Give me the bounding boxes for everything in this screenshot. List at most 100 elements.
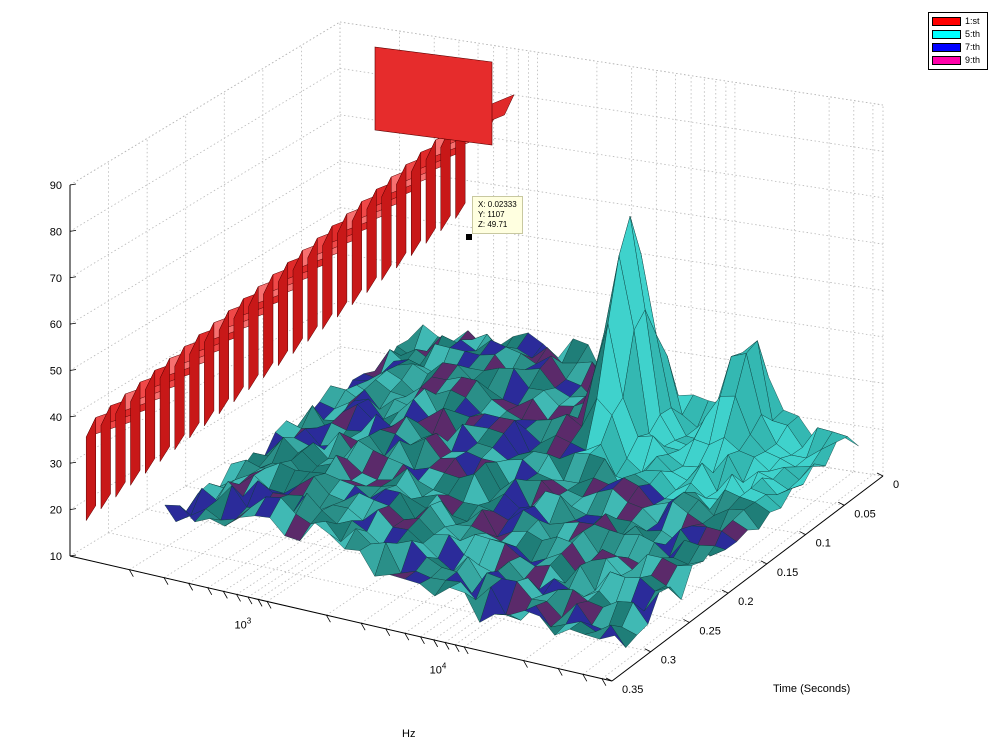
z-tick-mark [69, 554, 77, 557]
surface-patch-1st [381, 176, 392, 282]
legend-entry: 1:st [932, 15, 984, 28]
x-tick-mark [163, 577, 169, 585]
z-tick-mark [69, 229, 77, 232]
legend-label: 9:th [965, 55, 981, 65]
y-tick-label: 0.1 [816, 538, 831, 550]
y-tick-mark [644, 648, 651, 653]
surface-layer [85, 46, 859, 648]
x-tick-mark [385, 628, 391, 637]
y-tick-mark [683, 619, 690, 623]
y-axis-line [611, 475, 884, 682]
x-tick-mark [188, 583, 194, 591]
datatip[interactable]: X: 0.02333 Y: 1107 Z: 49.71 [472, 196, 523, 234]
legend-label: 1:st [965, 16, 980, 26]
x-tick-mark [236, 594, 241, 602]
surface-patch [599, 624, 626, 648]
surface-patch-1st [145, 370, 156, 475]
y-tick-mark [799, 531, 806, 535]
legend-entry: 7:th [932, 41, 984, 54]
surface-patch-1st [189, 334, 200, 439]
y-tick-label: 0.2 [738, 596, 753, 608]
datatip-x: X: 0.02333 [478, 200, 517, 209]
z-grid-line [69, 392, 341, 557]
datatip-marker[interactable] [466, 234, 472, 240]
surface-patch-1st [233, 298, 244, 403]
surface-patch-1st [374, 46, 493, 146]
z-tick-label: 30 [50, 458, 62, 470]
surface-patch-1st [85, 417, 97, 522]
legend-label: 5:th [965, 29, 981, 39]
x-grid-line [163, 407, 435, 579]
x-tick-mark [454, 644, 460, 653]
surface-patch-1st [100, 405, 111, 510]
y-tick-label: 0.05 [854, 508, 875, 520]
legend-label: 7:th [965, 42, 981, 52]
surface-patch-1st [218, 310, 229, 415]
z-grid-line [69, 68, 341, 232]
x-tick-mark [223, 591, 228, 599]
z-tick-label: 50 [50, 366, 62, 378]
z-tick-label: 80 [50, 226, 62, 238]
x-tick-mark [433, 639, 438, 648]
x-tick-label: 104 [430, 661, 447, 676]
surface-patch-1st [292, 250, 303, 355]
z-grid-line [69, 253, 341, 418]
axis-layer: 10 20 30 40 50 60 70 80 90 0 0.05 0.1 0.15 0.2 0.25 0.3… [50, 180, 899, 696]
z-tick-mark [69, 415, 77, 418]
x-axis-line [69, 555, 613, 682]
z-tick-mark [69, 461, 77, 464]
x-tick-mark [207, 587, 213, 595]
legend-swatch-5th [932, 30, 961, 39]
y-tick-label: 0.15 [777, 567, 798, 579]
z-tick-mark [69, 183, 77, 186]
y-axis-label: Time (Seconds) [773, 683, 850, 695]
x-tick-mark [326, 614, 331, 623]
z-grid-line [69, 160, 341, 325]
y-tick-mark [838, 501, 845, 506]
y-tick-mark [605, 677, 613, 682]
x-tick-label: 103 [235, 616, 252, 631]
z-grid-line [69, 346, 341, 510]
z-tick-label: 40 [50, 412, 62, 424]
z-grid-line [69, 299, 341, 464]
legend-swatch-7th [932, 43, 961, 52]
x-tick-mark [257, 599, 263, 607]
datatip-z: Z: 49.71 [478, 220, 508, 229]
z-tick-mark [69, 276, 77, 279]
x-tick-mark [523, 660, 528, 668]
y-tick-mark [876, 472, 884, 477]
x-tick-mark [557, 668, 563, 676]
x-tick-mark [404, 633, 410, 641]
z-grid-line [69, 207, 341, 371]
surface-patch-1st [366, 189, 377, 294]
z-tick-label: 70 [50, 273, 62, 285]
legend-swatch-1st [932, 17, 961, 26]
surface-patch-1st [337, 213, 348, 319]
y-tick-label: 0.35 [622, 684, 643, 696]
x-grid-line [601, 474, 874, 679]
box-edge [69, 21, 341, 186]
y-grid-line [108, 532, 651, 653]
legend-entry: 5:th [932, 28, 984, 41]
z-tick-mark [69, 322, 77, 325]
surface-patch-1st [277, 262, 289, 367]
z-tick-label: 20 [50, 505, 62, 517]
z-tick-mark [69, 369, 77, 371]
x-tick-mark [601, 678, 607, 686]
surface-patch-1st [396, 164, 407, 269]
surface-patch-1st [130, 382, 141, 487]
surface-patch-1st [307, 238, 318, 343]
z-tick-mark [69, 508, 77, 511]
x-tick-mark [360, 622, 366, 631]
y-tick-mark [721, 589, 729, 594]
datatip-y: Y: 1107 [478, 210, 505, 219]
legend[interactable]: 1:st 5:th 7:th 9:th [928, 12, 988, 70]
surface-patch-1st [159, 358, 170, 463]
z-tick-label: 90 [50, 180, 62, 192]
x-tick-mark [463, 646, 469, 655]
z-tick-label: 10 [50, 551, 62, 563]
surface-patch-1st [425, 139, 436, 245]
surface-patch-1st [351, 201, 362, 306]
surface-patch-1st [410, 152, 422, 257]
x-tick-mark [444, 642, 450, 650]
